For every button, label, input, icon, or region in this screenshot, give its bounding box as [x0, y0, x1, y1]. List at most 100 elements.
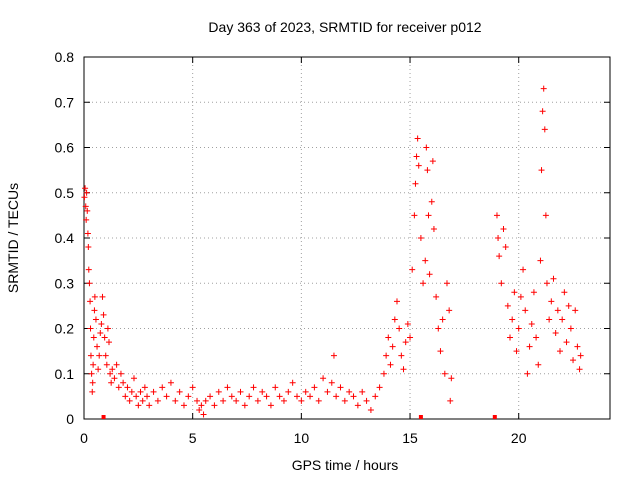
data-point — [180, 402, 187, 409]
data-point — [412, 180, 419, 187]
x-axis-label: GPS time / hours — [292, 457, 399, 473]
data-point — [267, 402, 274, 409]
data-point — [363, 397, 370, 404]
data-point — [90, 334, 97, 341]
gap-marker — [492, 415, 497, 419]
y-tick-label: 0.1 — [55, 366, 75, 382]
data-point — [511, 289, 518, 296]
data-point — [276, 393, 283, 400]
data-point — [443, 280, 450, 287]
data-point — [87, 352, 94, 359]
data-point — [294, 393, 301, 400]
data-point — [285, 388, 292, 395]
data-point — [574, 343, 581, 350]
chart-title: Day 363 of 2023, SRMTID for receiver p01… — [208, 19, 481, 35]
data-point — [495, 235, 502, 241]
data-point — [315, 397, 322, 404]
data-point — [272, 384, 279, 391]
x-tick-label: 20 — [511, 430, 527, 446]
data-point — [92, 316, 99, 323]
data-point — [241, 402, 248, 409]
data-point — [433, 293, 440, 300]
data-point — [207, 393, 214, 400]
data-point — [400, 366, 407, 373]
data-point — [91, 307, 98, 314]
data-marks — [81, 85, 584, 419]
data-point — [83, 189, 90, 196]
data-point — [215, 388, 222, 395]
data-point — [115, 384, 122, 391]
data-point — [233, 397, 240, 404]
data-point — [220, 397, 227, 404]
data-point — [541, 126, 548, 133]
data-point — [509, 316, 516, 323]
data-point — [237, 388, 244, 395]
data-point — [172, 397, 179, 404]
data-point — [437, 348, 444, 355]
data-point — [429, 158, 436, 165]
data-point — [396, 325, 403, 332]
data-point — [354, 402, 361, 409]
data-point — [576, 366, 583, 373]
data-point — [572, 307, 579, 314]
data-point — [202, 397, 209, 404]
data-point — [328, 379, 335, 386]
data-point — [120, 379, 127, 386]
data-point — [448, 375, 455, 382]
data-point — [387, 361, 394, 368]
y-tick-label: 0 — [66, 411, 74, 427]
data-point — [526, 343, 533, 350]
data-point — [324, 388, 331, 395]
y-tick-label: 0.6 — [55, 140, 75, 156]
data-point — [391, 316, 398, 323]
data-point — [98, 320, 105, 327]
data-point — [346, 388, 353, 395]
data-point — [126, 397, 133, 404]
data-point — [423, 144, 430, 151]
data-point — [425, 212, 432, 219]
data-point — [539, 108, 546, 115]
data-point — [337, 384, 344, 391]
data-point — [333, 393, 340, 400]
y-tick-label: 0.5 — [55, 185, 75, 201]
data-point — [194, 397, 201, 404]
data-point — [350, 393, 357, 400]
gap-marker — [101, 415, 106, 419]
data-point — [82, 185, 89, 192]
data-point — [524, 370, 531, 377]
data-point — [280, 397, 287, 404]
data-point — [85, 266, 92, 273]
data-point — [85, 244, 92, 251]
data-point — [422, 257, 429, 264]
x-tick-label: 5 — [189, 430, 197, 446]
data-point — [130, 375, 137, 382]
data-point — [89, 379, 96, 386]
data-point — [561, 289, 568, 296]
data-point — [548, 298, 555, 305]
data-point — [543, 280, 550, 287]
data-point — [133, 393, 140, 400]
data-point — [447, 397, 454, 404]
data-point — [383, 352, 390, 359]
data-point — [108, 379, 115, 386]
data-point — [522, 307, 529, 314]
data-point — [424, 167, 431, 174]
data-point — [554, 307, 561, 314]
data-point — [90, 361, 97, 368]
data-point — [83, 216, 90, 223]
data-point — [87, 298, 94, 305]
data-point — [82, 203, 89, 210]
data-point — [542, 212, 549, 219]
data-point — [122, 393, 129, 400]
data-point — [289, 379, 296, 386]
data-point — [439, 316, 446, 323]
data-point — [146, 402, 153, 409]
data-point — [515, 325, 522, 332]
y-tick-labels: 0 0.1 0.2 0.3 0.4 0.5 0.6 0.7 0.8 — [55, 49, 75, 427]
data-point — [117, 370, 124, 377]
data-point — [128, 388, 135, 395]
data-point — [298, 397, 305, 404]
data-point — [94, 343, 101, 350]
data-point — [359, 388, 366, 395]
data-point — [426, 271, 433, 278]
